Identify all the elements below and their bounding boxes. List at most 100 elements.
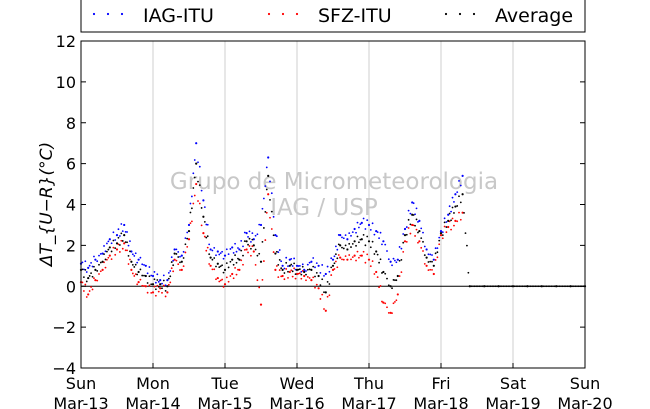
data-point [94,279,97,282]
data-point [351,231,354,234]
data-point [358,256,360,259]
data-point [190,195,193,198]
data-point [192,187,195,189]
data-point [454,219,457,222]
data-point [360,238,363,241]
data-point [205,223,208,226]
data-point [126,249,128,252]
data-point [293,257,296,260]
data-point [497,285,500,288]
data-point [265,188,268,191]
data-point [287,270,289,273]
data-point [219,279,222,282]
grid [152,41,514,368]
data-point [252,238,255,241]
data-point [403,240,407,243]
data-point [403,234,407,237]
data-point [161,287,163,290]
data-point [227,266,230,269]
data-point [203,235,206,238]
data-point [417,241,419,244]
y-tick-label: 6 [66,155,76,174]
data-point [150,292,153,294]
data-point [447,213,450,216]
data-point [124,241,127,244]
data-point [231,272,234,276]
data-point [334,253,337,256]
data-point [202,232,205,235]
data-point [154,281,157,284]
data-point [545,285,548,288]
data-point [96,279,99,282]
data-point [288,270,291,274]
x-tick-label-day: Sun [570,374,600,393]
data-point [269,180,271,183]
data-point [248,230,251,233]
data-point [124,231,127,233]
data-point [277,251,280,254]
data-point [148,266,151,268]
data-point [382,301,385,304]
data-point [564,285,567,288]
data-point [540,285,543,288]
data-point [298,272,301,275]
data-point [422,250,424,252]
data-point [84,268,87,271]
data-point [405,233,408,236]
y-tick-label: −2 [52,318,76,337]
data-point [159,283,162,286]
data-point [407,218,410,221]
data-point [326,265,329,268]
data-point [167,272,170,274]
data-point [366,235,369,238]
data-point [134,252,137,255]
data-point [231,246,234,249]
data-point [91,288,94,291]
data-point [387,258,390,261]
data-point [197,200,199,202]
data-point [476,285,479,288]
data-point [156,273,159,276]
data-point [438,243,441,246]
data-point [371,222,374,225]
data-point [341,246,343,249]
data-point [577,285,580,288]
data-point [364,244,367,247]
data-point [216,250,219,253]
data-point [391,287,393,290]
data-point [443,217,446,220]
data-point [177,263,180,266]
data-point [129,250,131,253]
data-point [232,263,235,266]
data-point [114,253,117,256]
data-point [504,285,506,288]
data-point [400,271,403,274]
data-point [297,268,300,271]
data-point [170,267,173,270]
data-point [568,285,570,288]
data-point [344,244,347,247]
data-point [237,257,239,260]
data-point [285,256,288,259]
data-point [248,245,251,247]
data-point [561,285,564,288]
data-point [272,215,275,218]
data-point [98,273,100,275]
data-point [290,269,293,272]
data-point [458,180,460,182]
data-point [293,262,296,265]
data-point [261,207,264,210]
data-point [520,285,522,288]
data-point [443,221,446,224]
data-point [218,280,221,283]
data-point [164,289,167,292]
data-point [301,265,304,268]
data-point [136,273,139,276]
data-point [208,263,211,265]
data-point [294,277,297,280]
data-point [139,278,142,281]
data-point [431,254,433,256]
data-point [200,207,203,209]
data-point [200,189,203,192]
data-point [281,274,284,278]
